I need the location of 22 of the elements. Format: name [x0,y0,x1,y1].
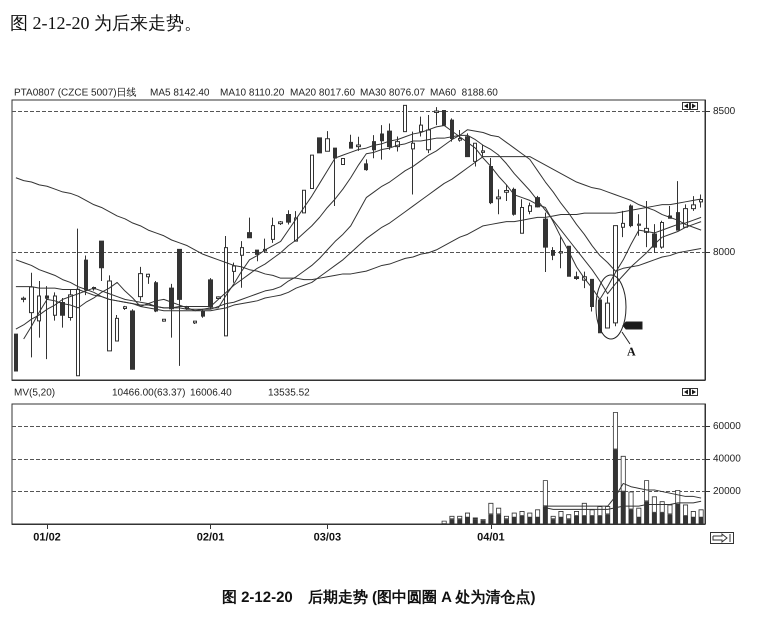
chart-subtitle: PTA0807 (CZCE 5007)日线 [14,86,137,98]
annotation: A [627,344,636,359]
caption: 图 2-12-20 后期走势 (图中圆圈 A 处为清仓点) [222,589,536,606]
text: 10466.00(63.37) [112,388,186,398]
text: MA20 8017.60 [290,88,356,98]
text: 13535.52 [268,388,310,398]
x-tick-label: 02/01 [196,532,224,544]
y-tick-label: 20000 [713,486,742,498]
text: 16006.40 [190,388,232,398]
y-tick-label: 8000 [713,247,736,258]
x-tick-label: 01/02 [33,532,61,544]
y-tick-label: 60000 [713,421,742,432]
x-tick-label: 04/01 [477,532,505,544]
chart-title: 图 2-12-20 为后来走势。 [10,13,202,33]
text: MA60 8188.60 [430,88,498,98]
y-tick-label: 40000 [713,454,742,465]
chart-title: MV(5,20) [14,388,56,398]
text: MA5 8142.40 [150,88,210,98]
y-tick-label: 8500 [713,106,736,117]
x-tick-label: 03/03 [314,532,342,544]
text: MA30 8076.07 [360,88,426,98]
text: MA10 8110.20 [220,88,285,98]
